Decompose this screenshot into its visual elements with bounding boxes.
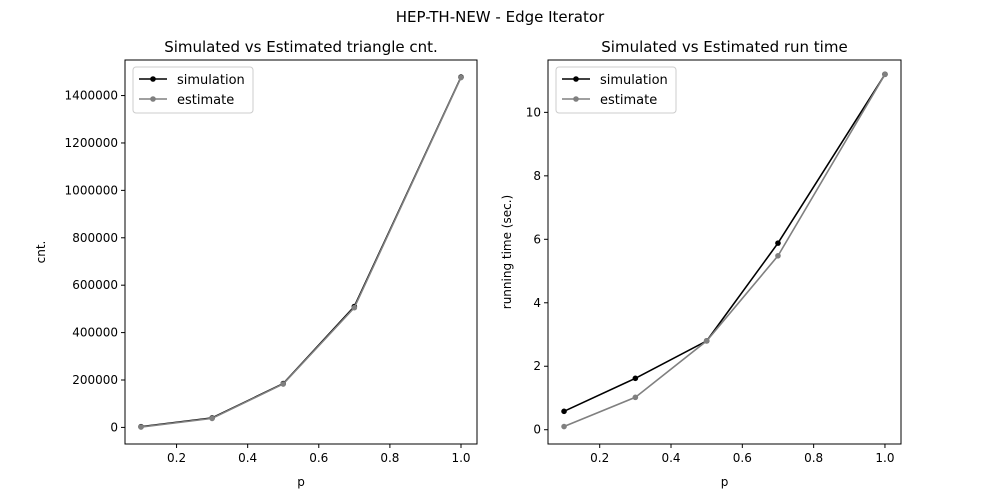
data-point-simulation: [561, 408, 567, 415]
y-tick-label: 1200000: [65, 136, 118, 150]
data-point-simulation: [632, 375, 639, 382]
data-point-estimate: [632, 394, 639, 401]
y-tick-label: 0: [110, 420, 118, 434]
y-tick-label: 2: [533, 359, 541, 373]
legend-label-simulation: simulation: [600, 73, 668, 88]
x-tick-label: 0.2: [167, 451, 186, 465]
axes-frame: [124, 59, 478, 445]
x-tick-label: 0.4: [238, 451, 257, 465]
y-tick-label: 6: [533, 232, 541, 246]
y-tick-label: 400000: [72, 326, 118, 340]
y-tick-label: 0: [533, 423, 541, 437]
data-point-estimate: [882, 71, 888, 78]
data-point-simulation: [775, 240, 781, 246]
chart-title: Simulated vs Estimated triangle cnt.: [164, 38, 438, 56]
legend-marker-simulation: [573, 76, 579, 82]
x-tick-label: 0.4: [661, 451, 680, 465]
series-line-estimate: [563, 73, 886, 428]
x-tick-label: 0.2: [590, 451, 609, 465]
data-point-estimate: [458, 74, 464, 81]
y-tick-label: 8: [533, 169, 541, 183]
data-point-estimate: [209, 415, 215, 422]
triangle-count-chart: Simulated vs Estimated triangle cnt. 0.2 0…: [34, 38, 478, 489]
legend-label-simulation: simulation: [177, 73, 245, 88]
y-axis-label: cnt.: [34, 241, 48, 264]
legend-marker-estimate: [573, 96, 579, 102]
data-point-estimate: [775, 253, 781, 259]
series-line-estimate: [140, 77, 462, 428]
axes-frame: [547, 59, 902, 445]
legend-marker-estimate: [150, 96, 156, 102]
y-tick-label: 800000: [72, 231, 118, 245]
data-point-estimate: [138, 424, 144, 430]
x-tick-label: 1.0: [451, 451, 470, 465]
x-tick-label: 0.8: [380, 451, 399, 465]
chart-title: Simulated vs Estimated run time: [601, 38, 847, 56]
x-axis-label: p: [721, 475, 729, 489]
y-tick-label: 600000: [72, 278, 118, 292]
y-tick-label: 200000: [72, 373, 118, 387]
x-axis-label: p: [297, 475, 305, 489]
data-point-estimate: [351, 304, 358, 311]
x-tick-label: 0.6: [309, 451, 328, 465]
x-tick-label: 0.6: [733, 451, 752, 465]
run-time-chart: Simulated vs Estimated run time 0.2 0.4 0.6…: [500, 38, 902, 489]
y-tick-label: 4: [533, 296, 541, 310]
legend-label-estimate: estimate: [177, 93, 234, 108]
x-tick-label: 1.0: [875, 451, 894, 465]
data-point-estimate: [280, 381, 287, 387]
legend-marker-simulation: [150, 76, 156, 82]
y-tick-label: 1400000: [65, 89, 118, 103]
series-line-simulation: [140, 76, 462, 428]
y-axis-label: running time (sec.): [500, 195, 514, 309]
data-point-estimate: [703, 338, 710, 344]
y-tick-label: 10: [526, 105, 541, 119]
series-line-simulation: [563, 73, 886, 413]
legend-label-estimate: estimate: [600, 93, 657, 108]
x-tick-label: 0.8: [804, 451, 823, 465]
figure-suptitle: HEP-TH-NEW - Edge Iterator: [396, 8, 605, 26]
y-tick-label: 1000000: [65, 183, 118, 197]
data-point-estimate: [561, 423, 567, 430]
